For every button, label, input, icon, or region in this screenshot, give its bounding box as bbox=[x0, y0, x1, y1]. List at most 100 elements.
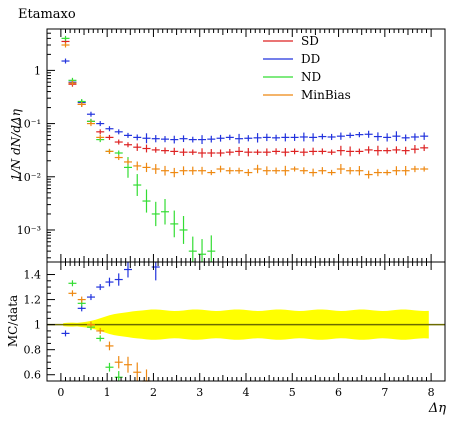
sd-point bbox=[198, 148, 207, 158]
x-tick-label: 4 bbox=[243, 386, 250, 399]
dd-point bbox=[272, 134, 281, 141]
minbias-point bbox=[77, 101, 86, 107]
dd-point bbox=[392, 131, 401, 142]
minbias-point bbox=[346, 167, 355, 175]
minbias-point bbox=[188, 166, 197, 175]
nd-ratio-point bbox=[105, 362, 114, 372]
minbias-point bbox=[68, 80, 77, 86]
nd-point bbox=[142, 189, 151, 213]
dd-point bbox=[207, 135, 216, 143]
legend: SD DD ND MinBias bbox=[263, 34, 351, 102]
sd-point bbox=[392, 146, 401, 154]
x-tick-label: 6 bbox=[335, 386, 342, 399]
nd-point bbox=[170, 210, 179, 238]
main-frame bbox=[46, 28, 446, 263]
dd-point bbox=[281, 133, 290, 142]
minbias-point bbox=[161, 165, 170, 176]
main-y-axis-label: 1/N dN/dΔη bbox=[9, 108, 23, 181]
sd-point bbox=[420, 144, 429, 152]
sd-point bbox=[253, 149, 262, 155]
nd-point bbox=[179, 216, 188, 244]
dd-point bbox=[253, 133, 262, 143]
sd-legend-label: SD bbox=[301, 34, 319, 48]
minbias-ratio-point bbox=[68, 290, 77, 297]
minbias-point bbox=[290, 166, 299, 172]
dd-point bbox=[161, 136, 170, 143]
dd-ratio-point bbox=[105, 277, 114, 287]
nd-point bbox=[61, 35, 70, 41]
dd-point bbox=[170, 135, 179, 144]
minbias-point bbox=[86, 121, 95, 127]
minbias-point bbox=[327, 169, 336, 176]
sd-point bbox=[373, 145, 382, 156]
sd-point bbox=[170, 147, 179, 156]
minbias-point bbox=[401, 165, 410, 176]
dd-point bbox=[346, 132, 355, 139]
sd-point bbox=[151, 147, 160, 153]
minbias-point bbox=[272, 167, 281, 174]
minbias-legend-label: MinBias bbox=[301, 88, 351, 102]
sd-point bbox=[290, 148, 299, 155]
ratio-panel: 0.6 0.8 1 1.2 1.4 0 1 2 3 4 5 6 7 8 bbox=[24, 261, 446, 399]
dd-ratio-point bbox=[61, 330, 70, 337]
minbias-point bbox=[114, 155, 123, 161]
main-y-tick-label: 10⁻² bbox=[17, 171, 41, 184]
minbias-point bbox=[133, 161, 142, 171]
nd-point bbox=[161, 199, 170, 225]
x-tick-label: 3 bbox=[196, 386, 203, 399]
sd-point bbox=[281, 148, 290, 157]
sd-point bbox=[327, 149, 336, 155]
dd-point bbox=[262, 133, 271, 142]
minbias-point bbox=[198, 166, 207, 175]
sd-point bbox=[123, 142, 132, 148]
dd-point bbox=[179, 135, 188, 143]
nd-point bbox=[151, 201, 160, 227]
sd-point bbox=[262, 148, 271, 156]
minbias-ratio-point bbox=[77, 296, 86, 303]
sd-point bbox=[114, 139, 123, 145]
minbias-point bbox=[244, 169, 253, 177]
minbias-ratio-point bbox=[123, 356, 132, 373]
dd-point bbox=[225, 134, 234, 141]
sd-point bbox=[207, 149, 216, 157]
dd-ratio-point bbox=[123, 262, 132, 278]
nd-ratio-point bbox=[96, 335, 105, 342]
minbias-point bbox=[235, 167, 244, 174]
sd-point bbox=[179, 148, 188, 156]
dd-point bbox=[96, 121, 105, 127]
minbias-point bbox=[96, 134, 105, 140]
sd-point bbox=[235, 146, 244, 156]
minbias-ratio-point bbox=[105, 341, 114, 351]
main-panel: 10⁻³ 10⁻² 10⁻¹ 1 bbox=[17, 28, 446, 263]
main-y-tick-label: 1 bbox=[34, 64, 41, 77]
minbias-point bbox=[225, 167, 234, 175]
x-tick-label: 1 bbox=[104, 386, 111, 399]
dd-point bbox=[244, 135, 253, 142]
minbias-point bbox=[262, 166, 271, 176]
dd-point bbox=[123, 132, 132, 138]
ratio-y-tick-label: 1.4 bbox=[24, 269, 42, 282]
sd-point bbox=[299, 148, 308, 157]
dd-ratio-point bbox=[96, 284, 105, 291]
sd-point bbox=[346, 146, 355, 157]
nd-point bbox=[114, 150, 123, 156]
dd-point bbox=[290, 133, 299, 141]
ratio-y-tick-label: 1.2 bbox=[24, 294, 42, 307]
minbias-point bbox=[420, 166, 429, 172]
dd-point bbox=[309, 133, 318, 142]
minbias-ratio-point bbox=[133, 362, 142, 381]
dd-point bbox=[198, 135, 207, 145]
dd-point bbox=[355, 132, 364, 138]
sd-point bbox=[133, 143, 142, 151]
dd-point bbox=[151, 135, 160, 143]
dd-point bbox=[105, 126, 114, 132]
minbias-point bbox=[392, 166, 401, 176]
nd-point bbox=[188, 236, 197, 262]
minbias-point bbox=[364, 170, 373, 179]
minbias-point bbox=[179, 166, 188, 176]
sd-point bbox=[364, 146, 373, 154]
dd-point bbox=[61, 58, 70, 64]
sd-point bbox=[225, 148, 234, 156]
dd-point bbox=[188, 136, 197, 143]
nd-ratio-point bbox=[68, 280, 77, 287]
